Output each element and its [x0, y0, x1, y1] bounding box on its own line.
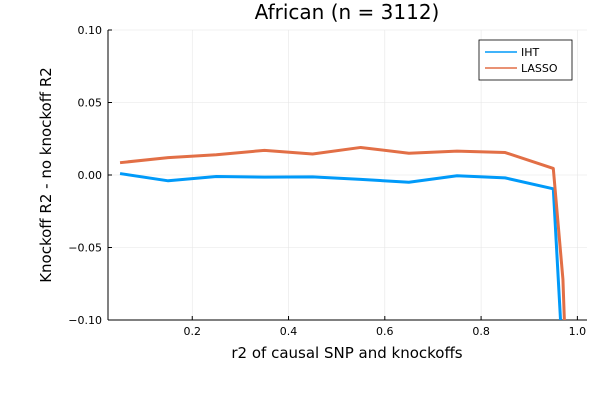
series-lines	[119, 145, 566, 320]
legend-label-iht: IHT	[521, 46, 540, 59]
series-line-lasso	[119, 145, 566, 320]
x-tick-label: 0.6	[376, 325, 394, 338]
y-tick-label: 0.05	[78, 97, 103, 110]
y-tick-label: 0.00	[78, 169, 103, 182]
x-axis-ticks: 0.2 0.4 0.6 0.8 1.0	[183, 316, 586, 338]
x-tick-label: 1.0	[569, 325, 587, 338]
y-tick-label: −0.10	[68, 314, 102, 327]
legend-box	[478, 39, 573, 81]
y-axis-ticks: −0.10 −0.05 0.00 0.05 0.10	[68, 24, 112, 327]
series-line-iht	[119, 172, 563, 320]
legend: IHT LASSO	[478, 39, 573, 81]
x-axis-label: r2 of causal SNP and knockoffs	[231, 344, 462, 362]
y-tick-label: −0.05	[68, 242, 102, 255]
chart-title: African (n = 3112)	[255, 0, 440, 24]
x-tick-label: 0.4	[280, 325, 298, 338]
x-tick-label: 0.8	[472, 325, 490, 338]
y-axis-label: Knockoff R2 - no knockoff R2	[37, 67, 55, 283]
y-tick-label: 0.10	[78, 24, 103, 37]
legend-label-lasso: LASSO	[521, 62, 558, 75]
x-tick-label: 0.2	[183, 325, 201, 338]
